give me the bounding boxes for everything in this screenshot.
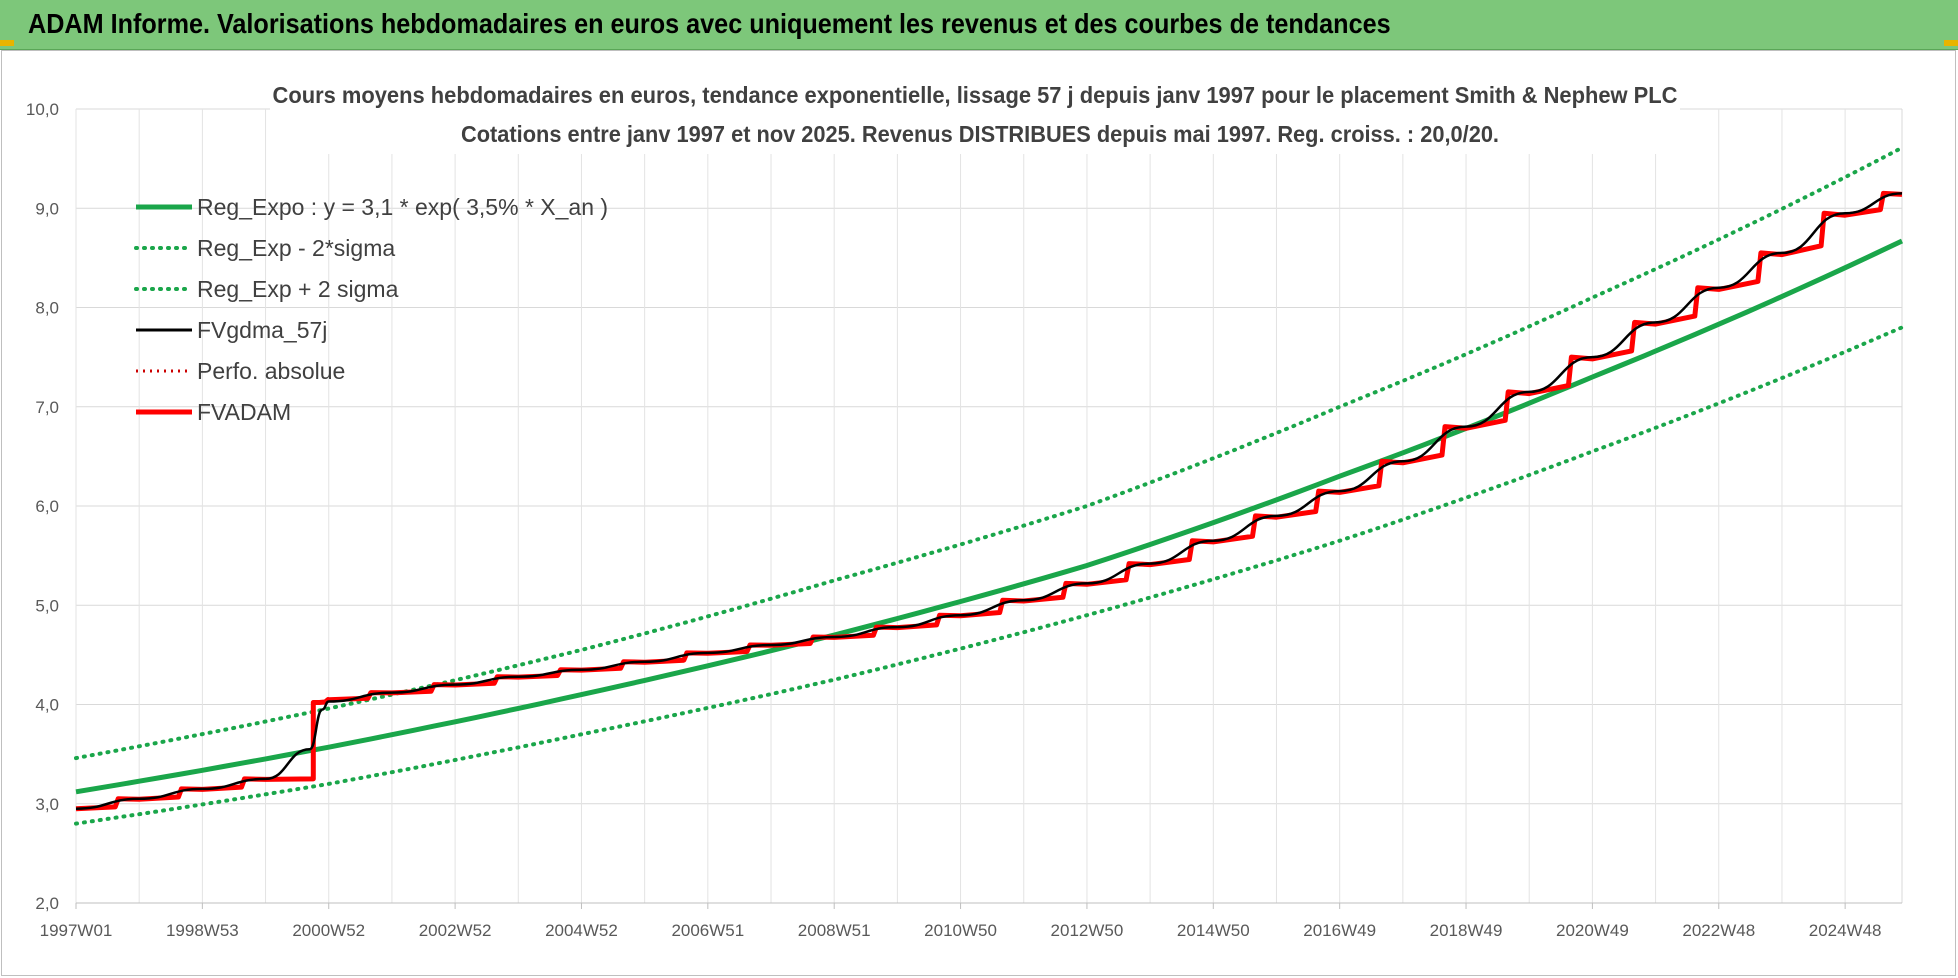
chart-legend: Reg_Expo : y = 3,1 * exp( 3,5% * X_an ) R… — [134, 194, 608, 425]
legend-label: Reg_Exp - 2*sigma — [197, 235, 395, 261]
x-tick-label: 2016W49 — [1303, 921, 1376, 940]
y-tick-label: 6,0 — [35, 497, 59, 516]
x-tick-label: 2010W50 — [924, 921, 997, 940]
x-tick-label: 2012W50 — [1051, 921, 1124, 940]
corner-mark-right — [1944, 40, 1958, 46]
x-tick-label: 2018W49 — [1430, 921, 1503, 940]
chart-subtitle: Cotations entre janv 1997 et nov 2025. R… — [461, 121, 1499, 147]
chart-title: Cours moyens hebdomadaires en euros, ten… — [273, 82, 1678, 108]
y-tick-label: 2,0 — [35, 894, 59, 913]
series-line-2 — [74, 145, 1904, 761]
chart-frame — [1, 50, 1956, 976]
legend-label: FVgdma_57j — [197, 317, 327, 343]
x-tick-label: 1997W01 — [40, 921, 113, 940]
series-line-3 — [75, 192, 1903, 810]
y-tick-label: 3,0 — [35, 795, 59, 814]
x-tick-label: 2024W48 — [1809, 921, 1882, 940]
series-line-1 — [74, 325, 1904, 826]
y-tick-label: 7,0 — [35, 398, 59, 417]
title-backdrop — [270, 74, 1680, 154]
x-tick-label: 2000W52 — [292, 921, 365, 940]
series-line-0 — [75, 238, 1904, 795]
x-tick-label: 2008W51 — [798, 921, 871, 940]
corner-mark-left — [0, 40, 14, 46]
legend-label: Reg_Expo : y = 3,1 * exp( 3,5% * X_an ) — [197, 194, 608, 220]
report-banner: ADAM Informe. Valorisations hebdomadaire… — [0, 0, 1958, 50]
chart-series — [74, 145, 1904, 826]
y-axis-ticks: 2,0 3,0 4,0 5,0 6,0 7,0 8,0 9,0 10,0 — [26, 100, 59, 913]
y-tick-label: 4,0 — [35, 696, 59, 715]
x-tick-label: 2006W51 — [671, 921, 744, 940]
legend-label: Reg_Exp + 2 sigma — [197, 276, 399, 302]
x-tick-label: 2020W49 — [1556, 921, 1629, 940]
legend-label: Perfo. absolue — [197, 358, 345, 384]
x-axis-ticks: 1997W01 1998W53 2000W52 2002W52 2004W52 2006W… — [40, 903, 1882, 940]
x-tick-label: 2014W50 — [1177, 921, 1250, 940]
y-tick-label: 10,0 — [26, 100, 59, 119]
legend-label: FVADAM — [197, 399, 291, 425]
x-tick-label: 2002W52 — [419, 921, 492, 940]
report-title: ADAM Informe. Valorisations hebdomadaire… — [28, 8, 1391, 39]
y-tick-label: 8,0 — [35, 299, 59, 318]
y-tick-label: 5,0 — [35, 596, 59, 615]
chart-grid — [75, 108, 1903, 904]
x-tick-label: 2022W48 — [1682, 921, 1755, 940]
y-tick-label: 9,0 — [35, 199, 59, 218]
x-tick-label: 2004W52 — [545, 921, 618, 940]
x-tick-label: 1998W53 — [166, 921, 239, 940]
